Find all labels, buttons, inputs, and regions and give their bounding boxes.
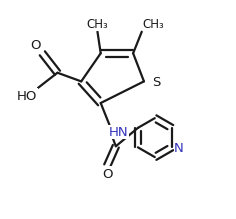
Text: N: N xyxy=(174,142,184,155)
Text: HN: HN xyxy=(108,126,128,139)
Text: CH₃: CH₃ xyxy=(87,18,108,31)
Text: O: O xyxy=(102,168,112,181)
Text: O: O xyxy=(30,39,41,52)
Text: HO: HO xyxy=(17,90,37,103)
Text: S: S xyxy=(152,76,160,89)
Text: CH₃: CH₃ xyxy=(143,18,165,31)
